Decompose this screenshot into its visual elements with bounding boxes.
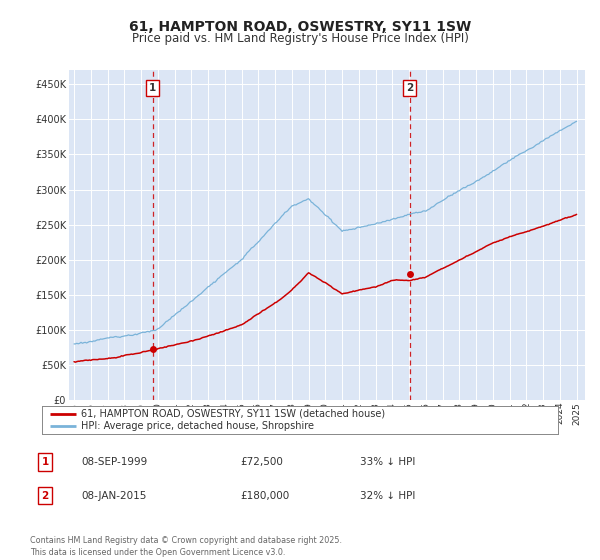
Text: £180,000: £180,000 bbox=[240, 491, 289, 501]
Text: 2: 2 bbox=[406, 83, 413, 93]
Text: 61, HAMPTON ROAD, OSWESTRY, SY11 1SW: 61, HAMPTON ROAD, OSWESTRY, SY11 1SW bbox=[129, 20, 471, 34]
Text: 61, HAMPTON ROAD, OSWESTRY, SY11 1SW (detached house): 61, HAMPTON ROAD, OSWESTRY, SY11 1SW (de… bbox=[81, 409, 385, 418]
Text: Price paid vs. HM Land Registry's House Price Index (HPI): Price paid vs. HM Land Registry's House … bbox=[131, 32, 469, 45]
Text: 32% ↓ HPI: 32% ↓ HPI bbox=[360, 491, 415, 501]
Text: 1: 1 bbox=[41, 457, 49, 467]
Text: 08-JAN-2015: 08-JAN-2015 bbox=[81, 491, 146, 501]
Text: £72,500: £72,500 bbox=[240, 457, 283, 467]
Text: 08-SEP-1999: 08-SEP-1999 bbox=[81, 457, 147, 467]
Text: 2: 2 bbox=[41, 491, 49, 501]
Text: 1: 1 bbox=[149, 83, 156, 93]
Text: HPI: Average price, detached house, Shropshire: HPI: Average price, detached house, Shro… bbox=[81, 422, 314, 431]
Text: Contains HM Land Registry data © Crown copyright and database right 2025.
This d: Contains HM Land Registry data © Crown c… bbox=[30, 536, 342, 557]
Text: 33% ↓ HPI: 33% ↓ HPI bbox=[360, 457, 415, 467]
